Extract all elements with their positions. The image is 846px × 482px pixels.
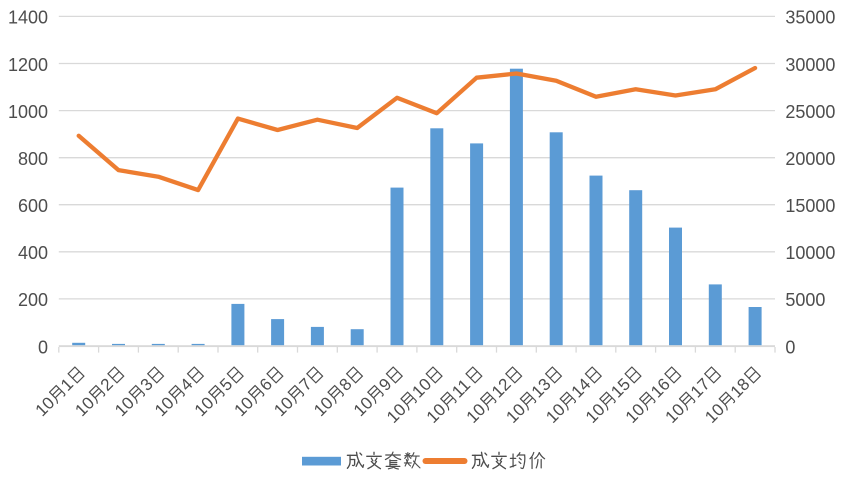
svg-text:1: 1 (57, 375, 77, 395)
svg-text:400: 400 (18, 243, 48, 263)
svg-text:0: 0 (38, 337, 48, 357)
svg-text:1000: 1000 (8, 102, 48, 122)
svg-text:9: 9 (375, 375, 395, 395)
svg-text:7: 7 (296, 375, 316, 395)
svg-text:20000: 20000 (785, 149, 835, 169)
svg-text:1400: 1400 (8, 8, 48, 28)
svg-text:800: 800 (18, 149, 48, 169)
svg-text:600: 600 (18, 196, 48, 216)
svg-text:4: 4 (176, 375, 196, 395)
svg-text:5: 5 (216, 375, 236, 395)
svg-text:10000: 10000 (785, 243, 835, 263)
svg-text:25000: 25000 (785, 102, 835, 122)
svg-text:200: 200 (18, 290, 48, 310)
svg-text:8: 8 (335, 375, 355, 395)
svg-text:3: 3 (137, 375, 157, 395)
svg-text:6: 6 (256, 375, 276, 395)
svg-text:35000: 35000 (785, 8, 835, 28)
svg-text:15000: 15000 (785, 196, 835, 216)
svg-text:2: 2 (97, 375, 117, 395)
svg-text:30000: 30000 (785, 55, 835, 75)
svg-text:0: 0 (785, 337, 795, 357)
svg-text:5000: 5000 (785, 290, 825, 310)
svg-text:1200: 1200 (8, 55, 48, 75)
